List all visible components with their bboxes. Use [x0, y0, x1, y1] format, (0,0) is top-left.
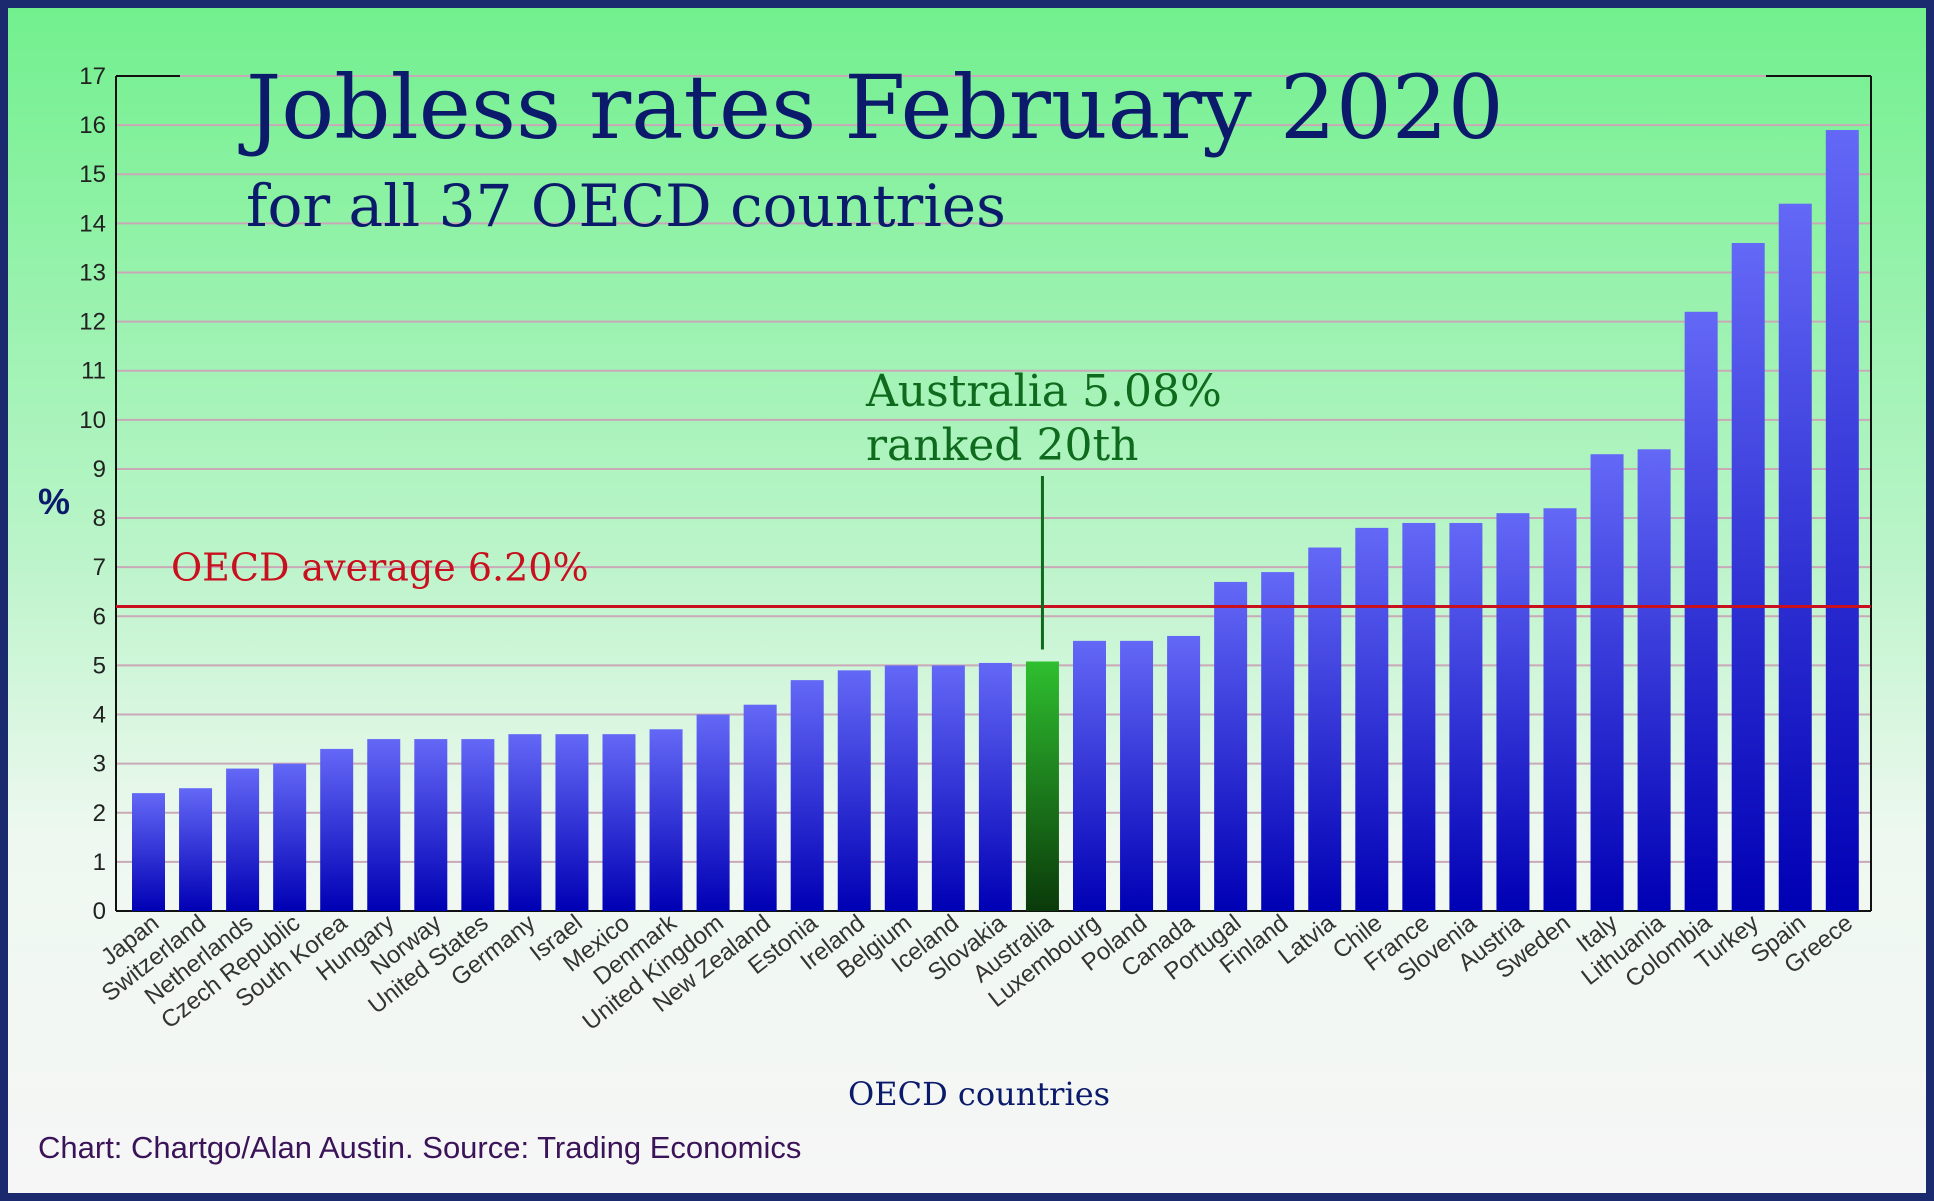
- average-label: OECD average 6.20%: [171, 545, 589, 589]
- bar-luxembourg: [1073, 640, 1106, 911]
- bar-finland: [1261, 572, 1295, 911]
- bar-belgium: [884, 665, 918, 911]
- y-tick-label: 2: [93, 800, 106, 827]
- bar-slovakia: [978, 662, 1012, 911]
- bar-hungary: [367, 739, 401, 911]
- bar-united-states: [461, 739, 495, 911]
- bar-czech-republic: [273, 763, 307, 911]
- bar-australia: [1025, 661, 1059, 911]
- chart-subtitle: for all 37 OECD countries: [246, 172, 1006, 240]
- bar-united-kingdom: [696, 714, 730, 911]
- bar-iceland: [931, 665, 965, 911]
- bar-france: [1402, 522, 1436, 911]
- bar-israel: [555, 734, 589, 911]
- y-tick-label: 4: [93, 702, 106, 729]
- bar-switzerland: [179, 788, 213, 911]
- y-axis-title: %: [38, 481, 70, 522]
- y-tick-label: 12: [79, 309, 106, 336]
- y-tick-label: 3: [93, 751, 106, 778]
- bar-new-zealand: [743, 704, 777, 911]
- bar-colombia: [1684, 311, 1718, 911]
- x-axis-title: OECD countries: [848, 1075, 1110, 1113]
- y-tick-label: 16: [79, 112, 106, 139]
- bar-japan: [132, 793, 165, 911]
- bar-germany: [508, 734, 542, 911]
- bar-mexico: [602, 734, 636, 911]
- chart-title: Jobless rates February 2020: [238, 56, 1504, 159]
- y-tick-label: 0: [93, 898, 106, 925]
- bar-ireland: [837, 670, 871, 911]
- bar-denmark: [649, 729, 683, 911]
- y-tick-label: 5: [93, 652, 106, 679]
- bars: [132, 130, 1859, 912]
- bar-south-korea: [320, 748, 354, 911]
- y-tick-label: 14: [79, 210, 106, 237]
- y-tick-label: 1: [93, 849, 106, 876]
- bar-portugal: [1214, 581, 1248, 911]
- annotation-line1: Australia 5.08%: [865, 366, 1222, 417]
- bar-austria: [1496, 513, 1530, 911]
- bar-lithuania: [1637, 449, 1671, 911]
- y-tick-label: 17: [79, 63, 106, 90]
- bar-poland: [1120, 640, 1154, 911]
- bar-estonia: [790, 680, 824, 911]
- y-tick-label: 6: [93, 603, 106, 630]
- y-tick-label: 7: [93, 554, 106, 581]
- bar-netherlands: [226, 768, 260, 911]
- y-tick-label: 13: [79, 259, 106, 286]
- y-tick-label: 8: [93, 505, 106, 532]
- bar-sweden: [1543, 508, 1577, 911]
- y-tick-label: 11: [81, 358, 106, 385]
- bar-norway: [414, 739, 448, 911]
- annotation-line2: ranked 20th: [866, 420, 1138, 471]
- y-tick-label: 9: [93, 456, 106, 483]
- bar-latvia: [1308, 547, 1342, 911]
- bar-greece: [1825, 130, 1859, 911]
- bar-slovenia: [1449, 522, 1483, 911]
- bar-canada: [1167, 635, 1201, 911]
- bar-italy: [1590, 454, 1624, 911]
- bar-chile: [1355, 527, 1389, 911]
- y-tick-label: 10: [79, 407, 106, 434]
- source-note: Chart: Chartgo/Alan Austin. Source: Trad…: [38, 1130, 801, 1165]
- y-tick-label: 15: [79, 161, 106, 188]
- bar-spain: [1778, 203, 1812, 912]
- bar-turkey: [1731, 243, 1765, 911]
- gridlines: [116, 75, 1871, 863]
